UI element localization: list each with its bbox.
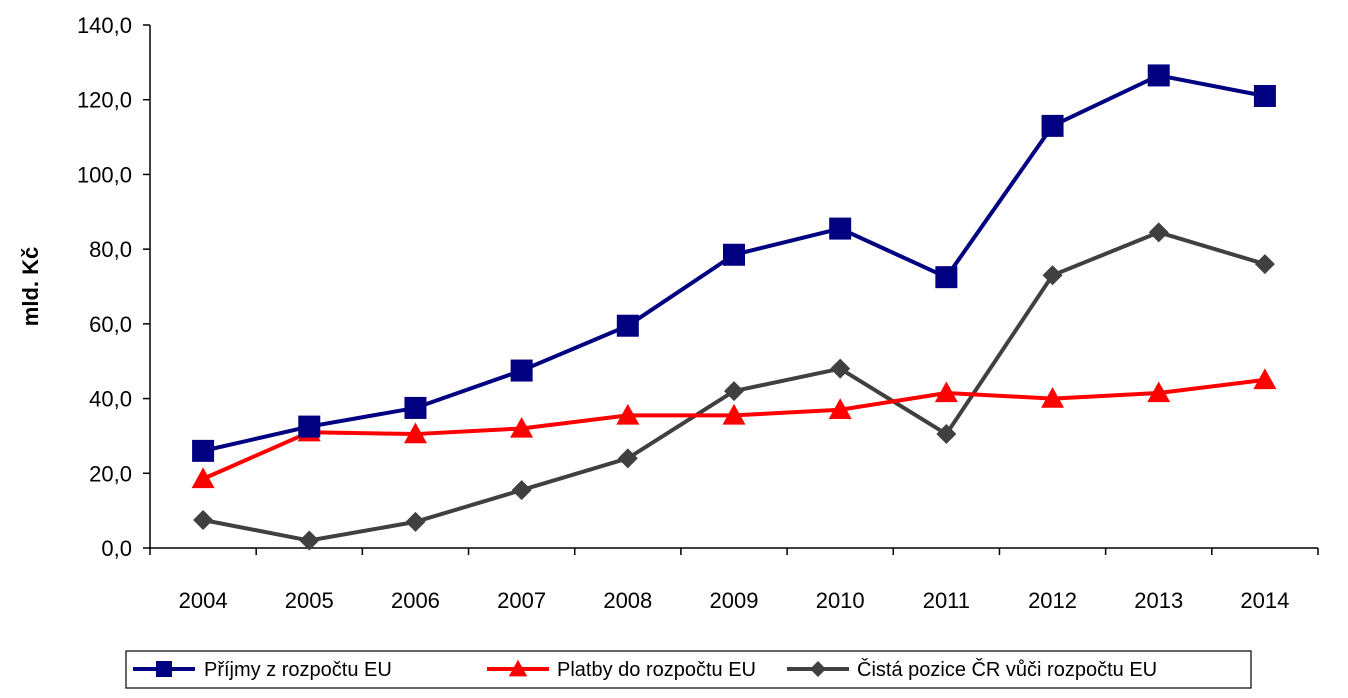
data-point-diamond xyxy=(193,509,214,530)
x-tick-label: 2004 xyxy=(179,588,228,613)
legend-label: Platby do rozpočtu EU xyxy=(557,659,756,681)
y-tick-label: 0,0 xyxy=(101,536,132,561)
data-point-triangle xyxy=(828,398,852,419)
data-point-square xyxy=(510,359,533,382)
data-point-triangle xyxy=(934,381,958,403)
x-tick-label: 2008 xyxy=(603,588,652,613)
legend-label: Čistá pozice ČR vůči rozpočtu EU xyxy=(857,658,1157,681)
data-point-diamond xyxy=(1254,254,1275,275)
data-point-square xyxy=(1147,64,1170,87)
y-tick-label: 40,0 xyxy=(89,387,132,412)
data-point-diamond xyxy=(299,530,320,551)
y-tick-label: 140,0 xyxy=(77,13,132,38)
x-tick-label: 2009 xyxy=(710,588,759,613)
x-tick-label: 2006 xyxy=(391,588,440,613)
data-point-square xyxy=(1253,84,1276,107)
x-tick-label: 2005 xyxy=(285,588,334,613)
data-point-square xyxy=(829,217,852,240)
data-point-triangle xyxy=(403,422,427,444)
y-axis-ticks: 0,0 20,0 40,0 60,0 80,0 100,0 120,0 140,0 xyxy=(77,13,150,561)
series-square xyxy=(192,64,1276,462)
y-tick-label: 120,0 xyxy=(77,88,132,113)
y-tick-label: 80,0 xyxy=(89,237,132,262)
x-tick-label: 2010 xyxy=(816,588,865,613)
y-tick-label: 20,0 xyxy=(89,461,132,486)
legend-box xyxy=(125,650,1252,689)
data-point-triangle xyxy=(1041,387,1065,408)
data-point-square xyxy=(192,439,215,462)
data-point-square xyxy=(723,243,745,266)
legend-label: Příjmy z rozpočtu EU xyxy=(204,659,392,681)
legend: Příjmy z rozpočtu EU Platby do rozpočtu E… xyxy=(125,650,1252,689)
data-point-triangle xyxy=(616,403,640,425)
series-group xyxy=(191,64,1277,551)
data-point-square xyxy=(298,415,321,438)
axes xyxy=(149,25,1318,549)
data-point-diamond xyxy=(1042,265,1063,286)
data-point-diamond xyxy=(830,358,851,379)
data-point-triangle xyxy=(510,416,534,438)
data-point-diamond xyxy=(405,511,426,532)
data-point-triangle xyxy=(1253,368,1277,390)
data-point-square xyxy=(156,661,172,677)
y-axis-label: mld. Kč xyxy=(18,247,43,326)
x-axis-ticks: 2004 2005 2006 2007 2008 2009 2010 2011 2012 2013… xyxy=(149,548,1319,613)
data-point-diamond xyxy=(724,381,744,402)
data-point-triangle xyxy=(191,467,215,489)
x-tick-label: 2013 xyxy=(1134,588,1183,613)
data-point-diamond xyxy=(1148,222,1169,243)
data-point-square xyxy=(616,314,639,337)
series-diamond xyxy=(193,222,1275,551)
data-point-square xyxy=(1041,114,1064,137)
data-point-triangle xyxy=(722,403,746,425)
data-point-square xyxy=(935,266,958,289)
x-tick-label: 2012 xyxy=(1028,588,1077,613)
x-tick-label: 2014 xyxy=(1240,588,1289,613)
y-tick-label: 60,0 xyxy=(89,312,132,337)
data-point-triangle xyxy=(508,659,528,677)
x-tick-label: 2007 xyxy=(497,588,546,613)
y-tick-label: 100,0 xyxy=(77,162,132,187)
data-point-diamond xyxy=(617,448,638,469)
data-point-square xyxy=(404,396,427,419)
data-point-diamond xyxy=(936,424,957,445)
data-point-diamond xyxy=(810,661,826,677)
data-point-diamond xyxy=(511,480,532,501)
x-tick-label: 2011 xyxy=(923,588,970,613)
data-point-triangle xyxy=(1147,381,1171,403)
